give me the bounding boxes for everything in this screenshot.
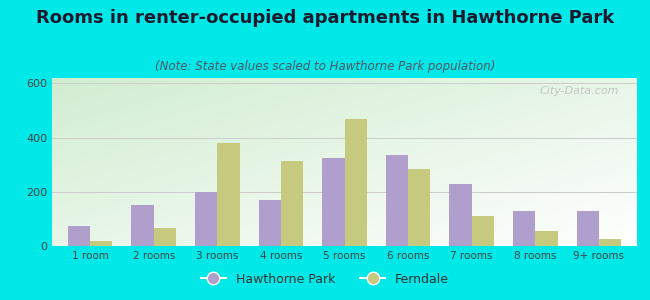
Bar [386, 155, 408, 246]
Bar [322, 158, 344, 246]
Bar [599, 239, 621, 246]
Bar [577, 211, 599, 246]
Bar [259, 200, 281, 246]
Bar [68, 226, 90, 246]
Text: City-Data.com: City-Data.com [540, 86, 619, 96]
Bar [472, 216, 494, 246]
Legend: Hawthorne Park, Ferndale: Hawthorne Park, Ferndale [196, 268, 454, 291]
Bar [154, 228, 176, 246]
Bar [449, 184, 472, 246]
Text: Rooms in renter-occupied apartments in Hawthorne Park: Rooms in renter-occupied apartments in H… [36, 9, 614, 27]
Bar [513, 211, 535, 246]
Bar [131, 206, 154, 246]
Bar [90, 241, 112, 246]
Bar [535, 231, 558, 246]
Text: (Note: State values scaled to Hawthorne Park population): (Note: State values scaled to Hawthorne … [155, 60, 495, 73]
Bar [195, 192, 217, 246]
Bar [408, 169, 430, 246]
Bar [217, 143, 240, 246]
Bar [344, 118, 367, 246]
Bar [281, 160, 303, 246]
